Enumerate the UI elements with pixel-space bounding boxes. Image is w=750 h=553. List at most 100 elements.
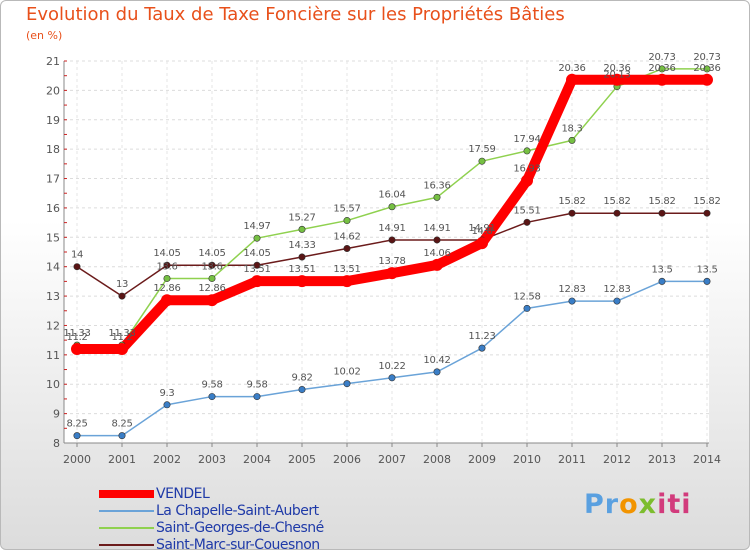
data-point xyxy=(433,236,441,244)
legend-item: VENDEL xyxy=(99,485,324,502)
x-tick-label: 2001 xyxy=(108,453,136,466)
data-point xyxy=(701,73,713,86)
data-point xyxy=(161,294,173,307)
data-point xyxy=(116,342,128,355)
data-point xyxy=(388,374,396,382)
data-point xyxy=(566,73,578,86)
x-tick-label: 2004 xyxy=(243,453,271,466)
data-label: 12.86 xyxy=(198,283,225,294)
data-label: 20.13 xyxy=(603,70,630,81)
data-point xyxy=(253,234,261,242)
data-label: 20.36 xyxy=(603,63,630,74)
data-label: 13 xyxy=(116,279,128,290)
x-tick-label: 2000 xyxy=(63,453,91,466)
data-point xyxy=(206,294,218,307)
data-label: 10.02 xyxy=(333,367,360,378)
data-label: 14.91 xyxy=(423,223,450,234)
y-tick-label: 10 xyxy=(46,378,60,391)
data-label: 15.51 xyxy=(513,205,540,216)
data-point xyxy=(656,73,668,86)
data-point xyxy=(433,193,441,201)
legend-item: La Chapelle-Saint-Aubert xyxy=(99,502,324,519)
legend: VENDEL La Chapelle-Saint-Aubert Saint-Ge… xyxy=(99,485,324,553)
data-label: 15.27 xyxy=(288,212,315,223)
x-tick-label: 2009 xyxy=(468,453,496,466)
legend-swatch xyxy=(99,526,154,529)
data-label: 10.22 xyxy=(378,361,405,372)
legend-swatch xyxy=(99,489,154,498)
data-label: 14.91 xyxy=(468,223,495,234)
data-point xyxy=(523,218,531,226)
data-label: 13.6 xyxy=(156,261,177,272)
data-point xyxy=(703,65,711,73)
data-point xyxy=(341,275,353,288)
data-point xyxy=(523,147,531,155)
data-point xyxy=(613,297,621,305)
y-tick-label: 12 xyxy=(46,319,60,332)
data-point xyxy=(611,73,623,86)
data-label: 13.51 xyxy=(243,264,270,275)
data-point xyxy=(298,386,306,394)
plot-area xyxy=(64,61,709,443)
data-point xyxy=(703,209,711,217)
data-label: 9.82 xyxy=(291,373,312,384)
data-point xyxy=(658,277,666,285)
legend-label: VENDEL xyxy=(156,485,210,502)
y-tick-label: 18 xyxy=(46,143,60,156)
data-point xyxy=(431,258,443,271)
data-point xyxy=(298,253,306,261)
data-point xyxy=(613,209,621,217)
data-label: 14.05 xyxy=(198,248,225,259)
data-point xyxy=(433,368,441,376)
data-point xyxy=(658,65,666,73)
data-label: 14.06 xyxy=(423,248,450,259)
x-tick-label: 2013 xyxy=(648,453,676,466)
y-tick-label: 17 xyxy=(46,173,60,186)
y-tick-label: 9 xyxy=(53,408,60,421)
legend-label: Saint-Georges-de-Chesné xyxy=(156,519,324,536)
data-point xyxy=(296,275,308,288)
legend-item: Saint-Georges-de-Chesné xyxy=(99,519,324,536)
data-point xyxy=(118,432,126,440)
data-point xyxy=(343,244,351,252)
data-label: 15.82 xyxy=(558,196,585,207)
data-label: 16.93 xyxy=(513,164,540,175)
data-point xyxy=(343,380,351,388)
y-tick-label: 15 xyxy=(46,231,60,244)
data-label: 11.23 xyxy=(468,331,495,342)
data-label: 16.36 xyxy=(423,180,450,191)
data-point xyxy=(208,274,216,282)
data-label: 8.25 xyxy=(111,419,132,430)
data-point xyxy=(73,263,81,271)
legend-swatch xyxy=(99,543,154,546)
data-label: 15.57 xyxy=(333,204,360,215)
data-point xyxy=(208,261,216,269)
data-label: 20.36 xyxy=(648,63,675,74)
data-point xyxy=(521,174,533,187)
data-label: 9.58 xyxy=(201,380,222,391)
x-tick-label: 2002 xyxy=(153,453,181,466)
data-label: 20.73 xyxy=(693,52,720,63)
data-label: 14.91 xyxy=(378,223,405,234)
data-label: 14.05 xyxy=(153,248,180,259)
data-label: 14.05 xyxy=(243,248,270,259)
data-point xyxy=(253,261,261,269)
x-tick-label: 2012 xyxy=(603,453,631,466)
data-label: 12.83 xyxy=(558,284,585,295)
data-label: 13.78 xyxy=(378,256,405,267)
data-label: 12.86 xyxy=(153,283,180,294)
data-point xyxy=(568,136,576,144)
data-label: 11.2 xyxy=(111,332,132,343)
data-label: 9.58 xyxy=(246,380,267,391)
y-tick-label: 8 xyxy=(53,437,60,450)
data-point xyxy=(253,393,261,401)
data-point xyxy=(73,432,81,440)
data-label: 11.2 xyxy=(66,332,87,343)
chart-title: Evolution du Taux de Taxe Foncière sur l… xyxy=(26,4,565,25)
unit-label: (en %) xyxy=(26,29,63,42)
data-point xyxy=(388,236,396,244)
data-label: 20.36 xyxy=(558,63,585,74)
data-label: 15.82 xyxy=(603,196,630,207)
data-label: 20.73 xyxy=(648,52,675,63)
